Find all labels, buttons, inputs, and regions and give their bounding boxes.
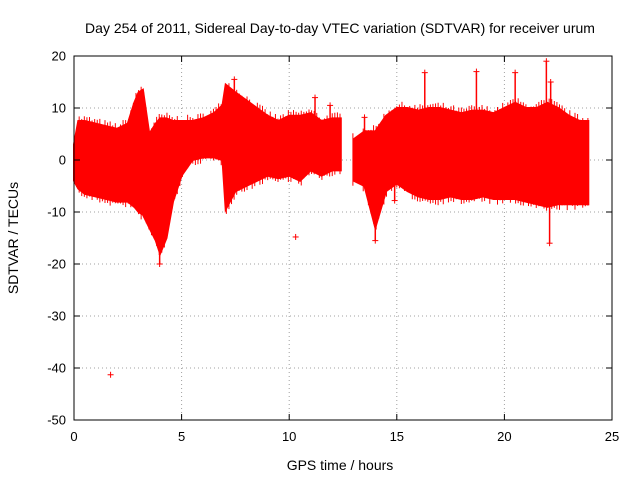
spike-point — [156, 261, 163, 267]
axis-ticks: 0 5 10 15 20 25 -50 -40 -30 -20 -10 0 10 20 — [47, 49, 619, 445]
x-tick-label: 10 — [282, 429, 296, 444]
spike-point — [327, 102, 334, 109]
outlier-point — [292, 233, 299, 240]
y-tick-label: 10 — [52, 101, 66, 116]
plot-frame — [73, 55, 613, 421]
spike-point — [372, 237, 379, 244]
spike-point — [421, 69, 428, 76]
x-tick-label: 0 — [70, 429, 77, 444]
spike-point — [361, 114, 368, 121]
y-tick-label: -40 — [47, 361, 66, 376]
spike-point — [473, 68, 480, 75]
x-axis-label: GPS time / hours — [287, 457, 394, 473]
spike-point — [512, 69, 519, 76]
x-tick-label: 20 — [497, 429, 511, 444]
y-axis-label: SDTVAR / TECUs — [5, 182, 21, 294]
y-tick-label: 20 — [52, 49, 66, 64]
y-tick-label: -20 — [47, 257, 66, 272]
x-tick-label: 5 — [178, 429, 185, 444]
y-tick-label: -30 — [47, 309, 66, 324]
y-tick-label: 0 — [59, 153, 66, 168]
spike-point — [391, 197, 398, 204]
spike-point — [543, 58, 550, 65]
spike-point — [231, 76, 238, 83]
x-tick-label: 25 — [605, 429, 619, 444]
spike-point — [547, 79, 554, 85]
y-tick-label: -10 — [47, 205, 66, 220]
plot-area — [73, 58, 590, 378]
chart-title: Day 254 of 2011, Sidereal Day-to-day VTE… — [85, 20, 595, 36]
outlier-point — [107, 371, 114, 378]
spike-point — [546, 240, 553, 247]
y-tick-label: -50 — [47, 413, 66, 428]
x-tick-label: 15 — [390, 429, 404, 444]
spike-point — [312, 94, 319, 101]
